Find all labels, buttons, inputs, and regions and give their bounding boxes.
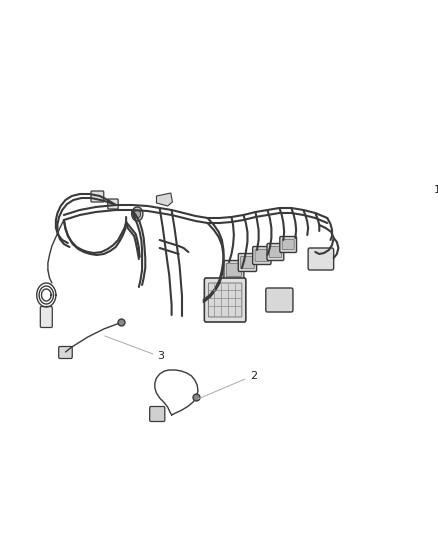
FancyBboxPatch shape [208, 283, 242, 317]
FancyBboxPatch shape [240, 256, 254, 269]
FancyBboxPatch shape [91, 191, 104, 202]
Polygon shape [156, 193, 173, 206]
Text: 1: 1 [434, 185, 438, 195]
FancyBboxPatch shape [108, 199, 118, 209]
Text: 2: 2 [250, 371, 257, 381]
FancyBboxPatch shape [59, 346, 72, 359]
FancyBboxPatch shape [40, 306, 52, 327]
Text: 3: 3 [157, 351, 164, 361]
Ellipse shape [134, 210, 141, 218]
FancyBboxPatch shape [150, 407, 165, 422]
FancyBboxPatch shape [205, 278, 246, 322]
FancyBboxPatch shape [269, 246, 281, 257]
FancyBboxPatch shape [308, 248, 334, 270]
FancyBboxPatch shape [255, 249, 268, 262]
Ellipse shape [132, 207, 143, 221]
FancyBboxPatch shape [224, 261, 244, 279]
FancyBboxPatch shape [266, 288, 293, 312]
FancyBboxPatch shape [238, 254, 257, 271]
FancyBboxPatch shape [282, 239, 294, 249]
FancyBboxPatch shape [267, 244, 284, 261]
FancyBboxPatch shape [226, 263, 241, 277]
FancyBboxPatch shape [280, 237, 297, 253]
FancyBboxPatch shape [253, 246, 271, 264]
